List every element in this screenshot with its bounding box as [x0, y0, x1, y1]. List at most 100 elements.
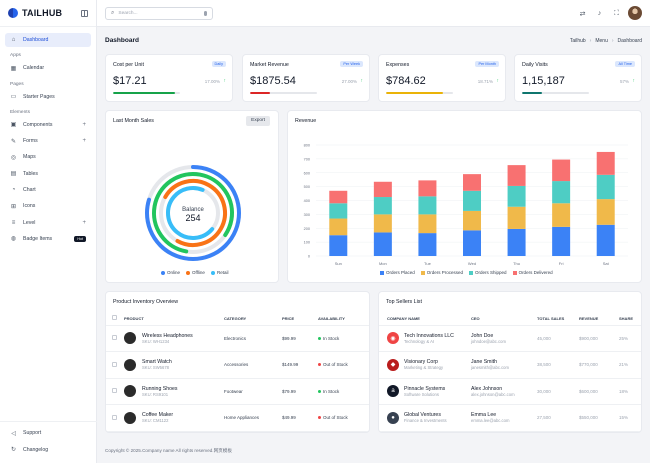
- table-row[interactable]: a Pinnacle Systems Software Solutions Alex …: [379, 378, 641, 405]
- sidebar-item-level[interactable]: ≡ Level +: [5, 216, 91, 230]
- select-all-checkbox[interactable]: [112, 315, 117, 321]
- breadcrumb-item[interactable]: Menu: [595, 38, 608, 44]
- sidebar-toggle-icon[interactable]: [81, 9, 88, 17]
- bar-segment[interactable]: [507, 206, 526, 229]
- row-checkbox[interactable]: [112, 335, 117, 341]
- ceo-email[interactable]: johndoe@abc.com: [471, 338, 506, 344]
- ceo-cell: Emma Lee emma.lee@abc.com: [471, 404, 537, 432]
- table-row[interactable]: Coffee Maker SKU: CM1122 Home Appliances $4…: [106, 404, 369, 432]
- column-header[interactable]: CEO: [471, 312, 537, 326]
- sidebar-item-dashboard[interactable]: ⌂ Dashboard: [5, 33, 91, 47]
- bar-segment[interactable]: [507, 165, 526, 186]
- changelog-icon: ↻: [10, 447, 17, 454]
- sidebar-item-changelog[interactable]: ↻ Changelog: [5, 443, 92, 457]
- table-row[interactable]: ◆ Visionary Corp Marketing & Strategy Jane …: [379, 351, 641, 379]
- ceo-email[interactable]: emma.lee@abc.com: [471, 418, 510, 424]
- expand-icon[interactable]: +: [82, 121, 86, 128]
- bar-segment[interactable]: [552, 226, 571, 256]
- breadcrumb-item[interactable]: Tailhub: [569, 38, 586, 44]
- expand-icon[interactable]: +: [82, 219, 86, 226]
- table-row[interactable]: ● Global Ventures Finance & Investments Emm…: [379, 404, 641, 432]
- legend-item[interactable]: Orders Placed: [380, 270, 415, 275]
- bar-segment[interactable]: [463, 174, 481, 191]
- sidebar-item-maps[interactable]: ◎ Maps: [5, 150, 91, 164]
- sidebar-item-starter-pages[interactable]: ▭ Starter Pages: [5, 90, 91, 104]
- bar-segment[interactable]: [373, 214, 392, 233]
- search-box[interactable]: ⌕ Search...: [105, 7, 213, 20]
- company-name[interactable]: Visionary Corp: [404, 359, 438, 366]
- sidebar-item-chart[interactable]: ◔ Chart: [5, 183, 91, 197]
- bar-segment[interactable]: [596, 151, 615, 175]
- bar-segment[interactable]: [329, 190, 348, 204]
- bar-segment[interactable]: [329, 235, 348, 256]
- translate-icon[interactable]: ⇄: [579, 10, 586, 18]
- legend-item[interactable]: Orders Delivered: [512, 270, 553, 275]
- search-input[interactable]: Search...: [118, 11, 138, 16]
- column-header[interactable]: PRICE: [282, 312, 318, 326]
- bar-segment[interactable]: [596, 224, 615, 256]
- checkbox-cell: [106, 351, 124, 379]
- company-name[interactable]: Global Ventures: [404, 412, 441, 419]
- table-row[interactable]: ◉ Tech Innovations LLC Technology & AI John…: [379, 325, 641, 352]
- company-name[interactable]: Pinnacle Systems: [404, 385, 446, 392]
- bar-segment[interactable]: [552, 203, 571, 227]
- bar-segment[interactable]: [463, 210, 481, 231]
- bar-segment[interactable]: [418, 214, 437, 234]
- ceo-email[interactable]: alex.johnson@abc.com: [471, 391, 515, 397]
- sidebar-item-tables[interactable]: ▤ Tables: [5, 167, 91, 181]
- product-cell: Running Shoes SKU: RS9101: [124, 378, 224, 405]
- product-name[interactable]: Coffee Maker: [142, 412, 174, 419]
- column-header[interactable]: AVAILABILITY: [318, 312, 369, 326]
- bar-segment[interactable]: [596, 174, 615, 200]
- column-header[interactable]: TOTAL SALES: [537, 312, 579, 326]
- bell-icon[interactable]: ♪: [597, 10, 602, 17]
- column-header[interactable]: REVENUE: [579, 312, 619, 326]
- availability-cell: In Stock: [318, 378, 369, 405]
- bar-segment[interactable]: [418, 180, 437, 197]
- bar-segment[interactable]: [418, 233, 437, 256]
- table-row[interactable]: Smart Watch SKU: SW5678 Accessories $149.99…: [106, 351, 369, 379]
- legend-item[interactable]: Orders Shipped: [469, 270, 507, 275]
- bar-segment[interactable]: [373, 181, 392, 198]
- bar-segment[interactable]: [373, 197, 392, 215]
- product-name[interactable]: Running Shoes: [142, 385, 178, 392]
- product-name[interactable]: Smart Watch: [142, 359, 172, 366]
- expand-icon[interactable]: +: [82, 138, 86, 145]
- ceo-email[interactable]: janesmith@abc.com: [471, 365, 509, 371]
- company-name[interactable]: Tech Innovations LLC: [404, 332, 454, 339]
- table-row[interactable]: Running Shoes SKU: RS9101 Footwear $79.99 In…: [106, 378, 369, 405]
- row-checkbox[interactable]: [112, 361, 117, 367]
- table-row[interactable]: Wireless Headphones SKU: WH1234 Electronic…: [106, 325, 369, 352]
- microphone-icon[interactable]: [204, 11, 207, 16]
- bar-segment[interactable]: [596, 199, 615, 225]
- avatar[interactable]: [628, 6, 642, 20]
- row-checkbox[interactable]: [112, 388, 117, 394]
- bar-segment[interactable]: [463, 230, 481, 256]
- sidebar-item-badge-items[interactable]: ◍ Badge Items Hot: [5, 232, 91, 246]
- column-header[interactable]: COMPANY NAME: [379, 312, 471, 326]
- bar-segment[interactable]: [552, 181, 571, 204]
- column-header[interactable]: CATEGORY: [224, 312, 282, 326]
- bar-segment[interactable]: [373, 232, 392, 256]
- sidebar-item-forms[interactable]: ✎ Forms +: [5, 134, 91, 148]
- row-checkbox[interactable]: [112, 414, 117, 420]
- stat-percent: 57%: [619, 79, 629, 84]
- column-header[interactable]: PRODUCT: [124, 312, 224, 326]
- bar-segment[interactable]: [552, 159, 571, 182]
- bar-segment[interactable]: [329, 218, 348, 236]
- sidebar-item-components[interactable]: ▣ Components +: [5, 118, 91, 132]
- stat-progress-fill: [522, 92, 543, 94]
- sidebar-item-calendar[interactable]: ▦ Calendar: [5, 61, 91, 75]
- bar-segment[interactable]: [507, 185, 526, 207]
- legend-item[interactable]: Orders Processed: [420, 270, 463, 275]
- column-header[interactable]: SHARE: [619, 312, 641, 326]
- fullscreen-icon[interactable]: ⛶: [614, 9, 619, 17]
- sidebar-item-support[interactable]: ◁ Support: [5, 426, 92, 440]
- sidebar-item-icons[interactable]: ⊞ Icons: [5, 199, 91, 213]
- bar-segment[interactable]: [329, 203, 348, 219]
- bar-segment[interactable]: [507, 228, 526, 256]
- export-button[interactable]: Export: [246, 116, 270, 126]
- bar-segment[interactable]: [418, 196, 437, 215]
- bar-segment[interactable]: [463, 190, 481, 211]
- product-name[interactable]: Wireless Headphones: [142, 332, 193, 339]
